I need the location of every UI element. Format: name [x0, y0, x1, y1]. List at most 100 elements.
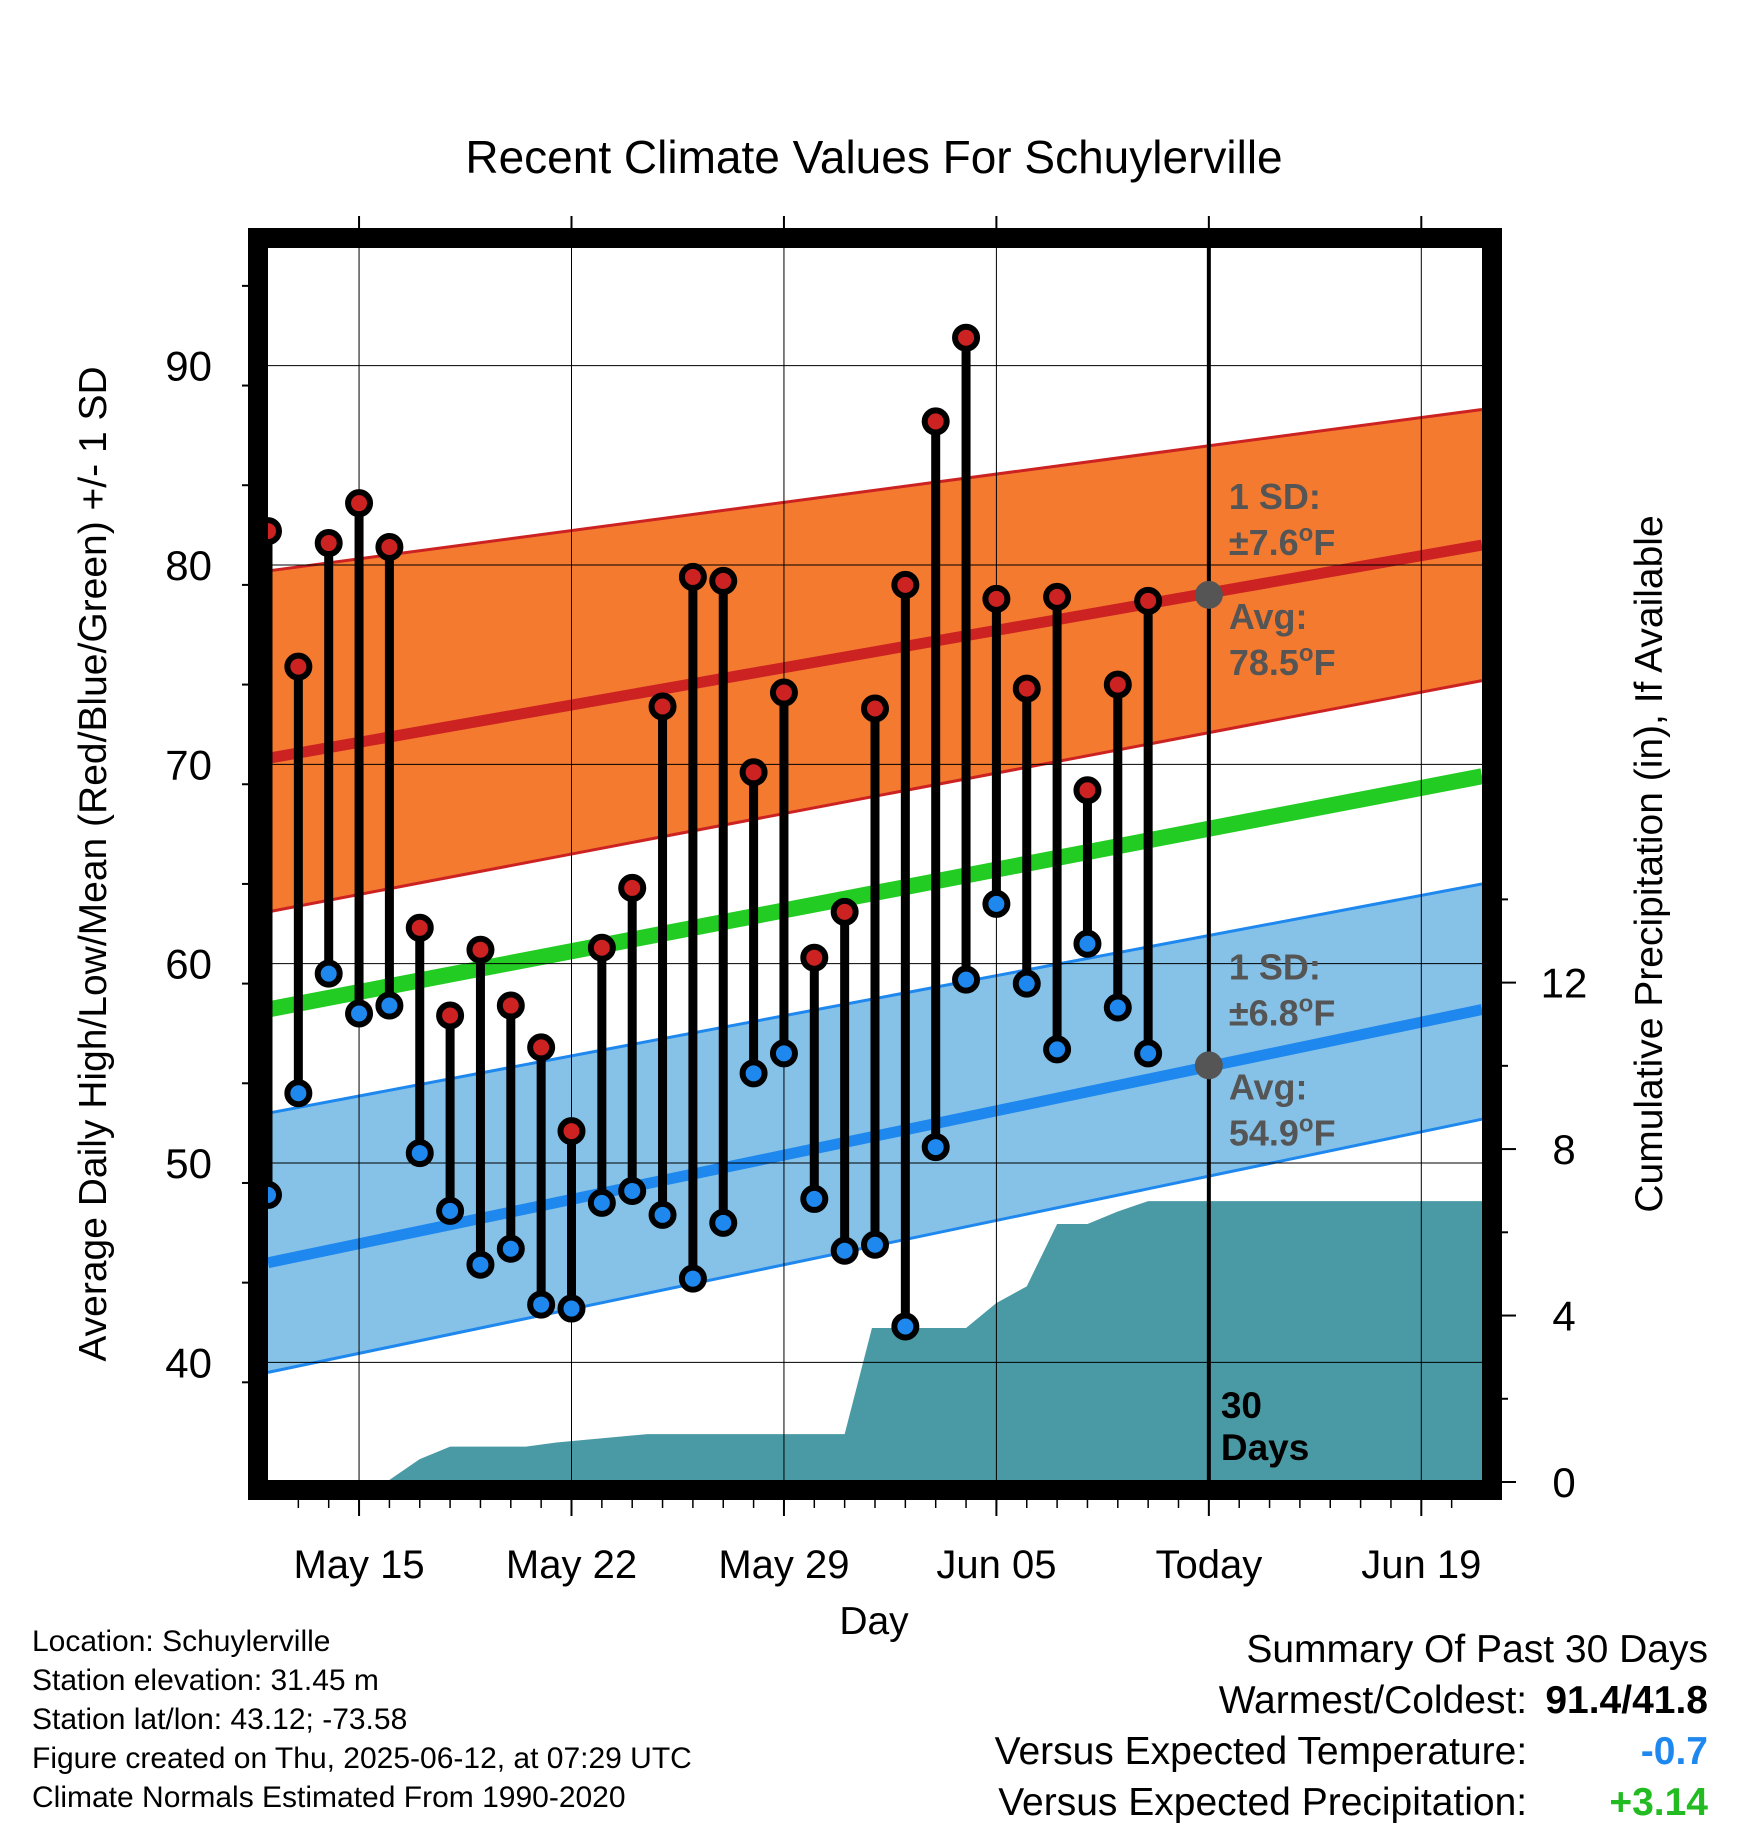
- summary-title: Summary Of Past 30 Days: [1246, 1628, 1708, 1671]
- high-temp-point: [1012, 674, 1041, 703]
- low-temp-point: [709, 1208, 738, 1237]
- high-temp-point: [982, 584, 1011, 613]
- low-temp-point: [1073, 929, 1102, 958]
- high-temp-point: [739, 758, 768, 787]
- high-temp-point: [891, 570, 920, 599]
- low-temp-point: [527, 1290, 556, 1319]
- temp-value: -0.7: [1640, 1730, 1708, 1773]
- low-temp-point: [678, 1264, 707, 1293]
- high-temp-point: [648, 692, 677, 721]
- high-temp-point: [284, 652, 313, 681]
- high-temp-point: [921, 407, 950, 436]
- y2-axis-label: Cumulative Precipitation (in), If Availa…: [1628, 515, 1671, 1212]
- y-tick-label: 50: [165, 1140, 212, 1187]
- high-temp-point: [830, 897, 859, 926]
- low-temp-point: [921, 1133, 950, 1162]
- high-avg-label: Avg:: [1229, 596, 1308, 637]
- high-temp-point: [436, 1001, 465, 1030]
- low-temp-point: [1012, 969, 1041, 998]
- high-temp-point: [375, 533, 404, 562]
- y2-tick-label: 12: [1541, 960, 1588, 1007]
- low-temp-point: [739, 1059, 768, 1088]
- low-temp-point: [345, 999, 374, 1028]
- high-temp-point: [496, 991, 525, 1020]
- station-info: Location: Schuylerville Station elevatio…: [32, 1622, 692, 1817]
- precip-row: Versus Expected Precipitation: +3.14: [995, 1777, 1708, 1828]
- chart-title: Recent Climate Values For Schuylerville: [465, 131, 1282, 183]
- high-temp-point: [527, 1033, 556, 1062]
- warm-cold-label: Warmest/Coldest:: [1218, 1679, 1528, 1722]
- high-sd-label: 1 SD:: [1229, 476, 1321, 517]
- warm-cold-row: Warmest/Coldest: 91.4/41.8: [995, 1675, 1708, 1726]
- today-high-avg-point: [1194, 580, 1223, 609]
- x-axis-label: Day: [839, 1600, 909, 1643]
- low-temp-point: [982, 889, 1011, 918]
- today-low-avg-point: [1194, 1051, 1223, 1080]
- low-temp-point: [769, 1039, 798, 1068]
- sd-upper-line-high: [267, 407, 1483, 573]
- high-temp-point: [314, 529, 343, 558]
- x-tick-label: May 15: [293, 1543, 424, 1587]
- y-tick-label: 60: [165, 941, 212, 988]
- low-sd-value: ±6.8oF: [1229, 990, 1335, 1033]
- y2-tick-label: 0: [1552, 1459, 1575, 1506]
- climate-normals: Climate Normals Estimated From 1990-2020: [32, 1781, 626, 1814]
- avg-line-high: [267, 539, 1483, 764]
- temp-label: Versus Expected Temperature:: [994, 1730, 1528, 1773]
- high-sd-value: ±7.6oF: [1229, 520, 1335, 563]
- high-temp-point: [709, 566, 738, 595]
- high-temp-point: [1043, 582, 1072, 611]
- x-tick-label: May 22: [506, 1543, 637, 1587]
- high-temp-point: [678, 562, 707, 591]
- low-temp-point: [1103, 993, 1132, 1022]
- low-avg-label: Avg:: [1229, 1066, 1308, 1107]
- precip-label: Versus Expected Precipitation:: [998, 1781, 1528, 1824]
- low-temp-point: [618, 1176, 647, 1205]
- station-latlon: Station lat/lon: 43.12; -73.58: [32, 1703, 408, 1736]
- high-temp-point: [557, 1117, 586, 1146]
- x-tick-label: May 29: [718, 1543, 849, 1587]
- low-temp-point: [375, 991, 404, 1020]
- high-temp-point: [618, 873, 647, 902]
- low-avg-value: 54.9oF: [1229, 1110, 1336, 1153]
- low-temp-point: [466, 1250, 495, 1279]
- figure-created: Figure created on Thu, 2025-06-12, at 07…: [32, 1742, 692, 1775]
- high-avg-value: 78.5oF: [1229, 640, 1336, 683]
- low-temp-point: [284, 1079, 313, 1108]
- low-temp-point: [800, 1184, 829, 1213]
- days-count-word: Days: [1221, 1427, 1309, 1468]
- low-temp-point: [830, 1236, 859, 1265]
- x-tick-label: Today: [1155, 1543, 1262, 1587]
- x-tick-label: Jun 19: [1361, 1543, 1481, 1587]
- days-count-number: 30: [1221, 1385, 1262, 1426]
- low-temp-point: [405, 1139, 434, 1168]
- low-temp-point: [587, 1188, 616, 1217]
- y-tick-label: 70: [165, 741, 212, 788]
- high-temp-point: [1103, 670, 1132, 699]
- high-temp-point: [405, 913, 434, 942]
- station-elevation: Station elevation: 31.45 m: [32, 1664, 379, 1697]
- y-tick-label: 40: [165, 1339, 212, 1386]
- y-tick-label: 90: [165, 343, 212, 390]
- low-temp-point: [861, 1230, 889, 1259]
- low-temp-point: [314, 959, 343, 988]
- plot-frame: [248, 228, 1502, 1500]
- low-temp-point: [496, 1234, 525, 1263]
- low-temp-point: [952, 965, 981, 994]
- low-temp-point: [648, 1200, 677, 1229]
- high-temp-point: [952, 323, 981, 352]
- low-temp-point: [436, 1196, 465, 1225]
- y-tick-label: 80: [165, 542, 212, 589]
- low-temp-point: [1043, 1035, 1072, 1064]
- y2-tick-label: 8: [1552, 1126, 1575, 1173]
- high-temp-point: [769, 678, 798, 707]
- low-temp-point: [1134, 1039, 1163, 1068]
- high-temp-point: [345, 489, 374, 518]
- high-temp-point: [800, 943, 829, 972]
- y2-tick-label: 4: [1552, 1293, 1575, 1340]
- temp-row: Versus Expected Temperature: -0.7: [995, 1726, 1708, 1777]
- summary-panel: Summary Of Past 30 Days Warmest/Coldest:…: [995, 1624, 1708, 1828]
- high-temp-point: [466, 935, 495, 964]
- high-temp-point: [1073, 776, 1102, 805]
